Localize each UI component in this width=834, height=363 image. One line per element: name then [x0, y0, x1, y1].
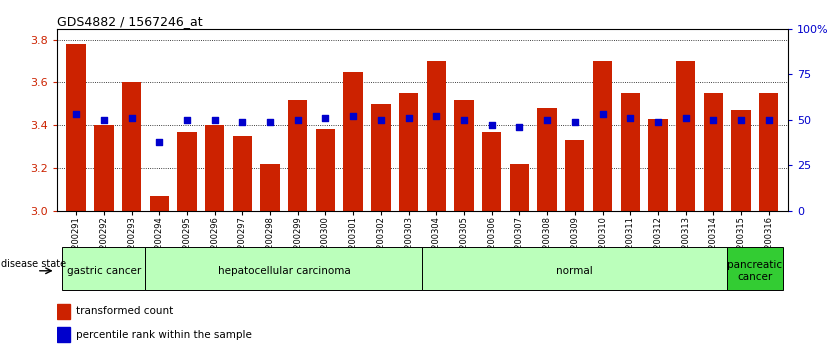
- Point: [485, 122, 499, 128]
- Bar: [482, 131, 501, 211]
- Bar: [399, 93, 419, 211]
- Point: [735, 117, 748, 123]
- Point: [236, 119, 249, 125]
- Bar: [593, 61, 612, 211]
- Point: [180, 117, 193, 123]
- Text: disease state: disease state: [1, 259, 66, 269]
- Bar: [205, 125, 224, 211]
- Point: [69, 111, 83, 117]
- Point: [402, 115, 415, 121]
- FancyBboxPatch shape: [63, 247, 145, 290]
- Bar: [57, 327, 70, 342]
- Point: [374, 117, 388, 123]
- Point: [513, 124, 526, 130]
- Point: [706, 117, 720, 123]
- Bar: [288, 99, 308, 211]
- Point: [264, 119, 277, 125]
- Text: pancreatic
cancer: pancreatic cancer: [727, 260, 782, 282]
- Bar: [455, 99, 474, 211]
- Bar: [344, 72, 363, 211]
- FancyBboxPatch shape: [727, 247, 782, 290]
- Point: [540, 117, 554, 123]
- Point: [568, 119, 581, 125]
- Bar: [676, 61, 696, 211]
- Bar: [648, 119, 667, 211]
- Point: [457, 117, 470, 123]
- Text: normal: normal: [556, 266, 593, 276]
- Bar: [316, 129, 335, 211]
- Bar: [537, 108, 557, 211]
- Bar: [94, 125, 113, 211]
- Point: [125, 115, 138, 121]
- Text: gastric cancer: gastric cancer: [67, 266, 141, 276]
- Bar: [57, 304, 70, 319]
- Point: [208, 117, 221, 123]
- Bar: [122, 82, 141, 211]
- Point: [430, 113, 443, 119]
- Point: [651, 119, 665, 125]
- Point: [762, 117, 776, 123]
- Point: [291, 117, 304, 123]
- Bar: [233, 136, 252, 211]
- Point: [595, 111, 609, 117]
- Bar: [704, 93, 723, 211]
- FancyBboxPatch shape: [422, 247, 727, 290]
- Text: GDS4882 / 1567246_at: GDS4882 / 1567246_at: [57, 15, 203, 28]
- Text: transformed count: transformed count: [77, 306, 173, 317]
- Point: [624, 115, 637, 121]
- Point: [319, 115, 332, 121]
- Bar: [426, 61, 446, 211]
- Text: percentile rank within the sample: percentile rank within the sample: [77, 330, 253, 340]
- Bar: [260, 164, 279, 211]
- Text: hepatocellular carcinoma: hepatocellular carcinoma: [218, 266, 350, 276]
- Bar: [371, 104, 390, 211]
- Point: [153, 139, 166, 144]
- Point: [97, 117, 110, 123]
- Bar: [620, 93, 640, 211]
- FancyBboxPatch shape: [145, 247, 422, 290]
- Bar: [759, 93, 778, 211]
- Bar: [67, 44, 86, 211]
- Point: [346, 113, 359, 119]
- Point: [679, 115, 692, 121]
- Bar: [565, 140, 585, 211]
- Bar: [731, 110, 751, 211]
- Bar: [178, 131, 197, 211]
- Bar: [149, 196, 169, 211]
- Bar: [510, 164, 529, 211]
